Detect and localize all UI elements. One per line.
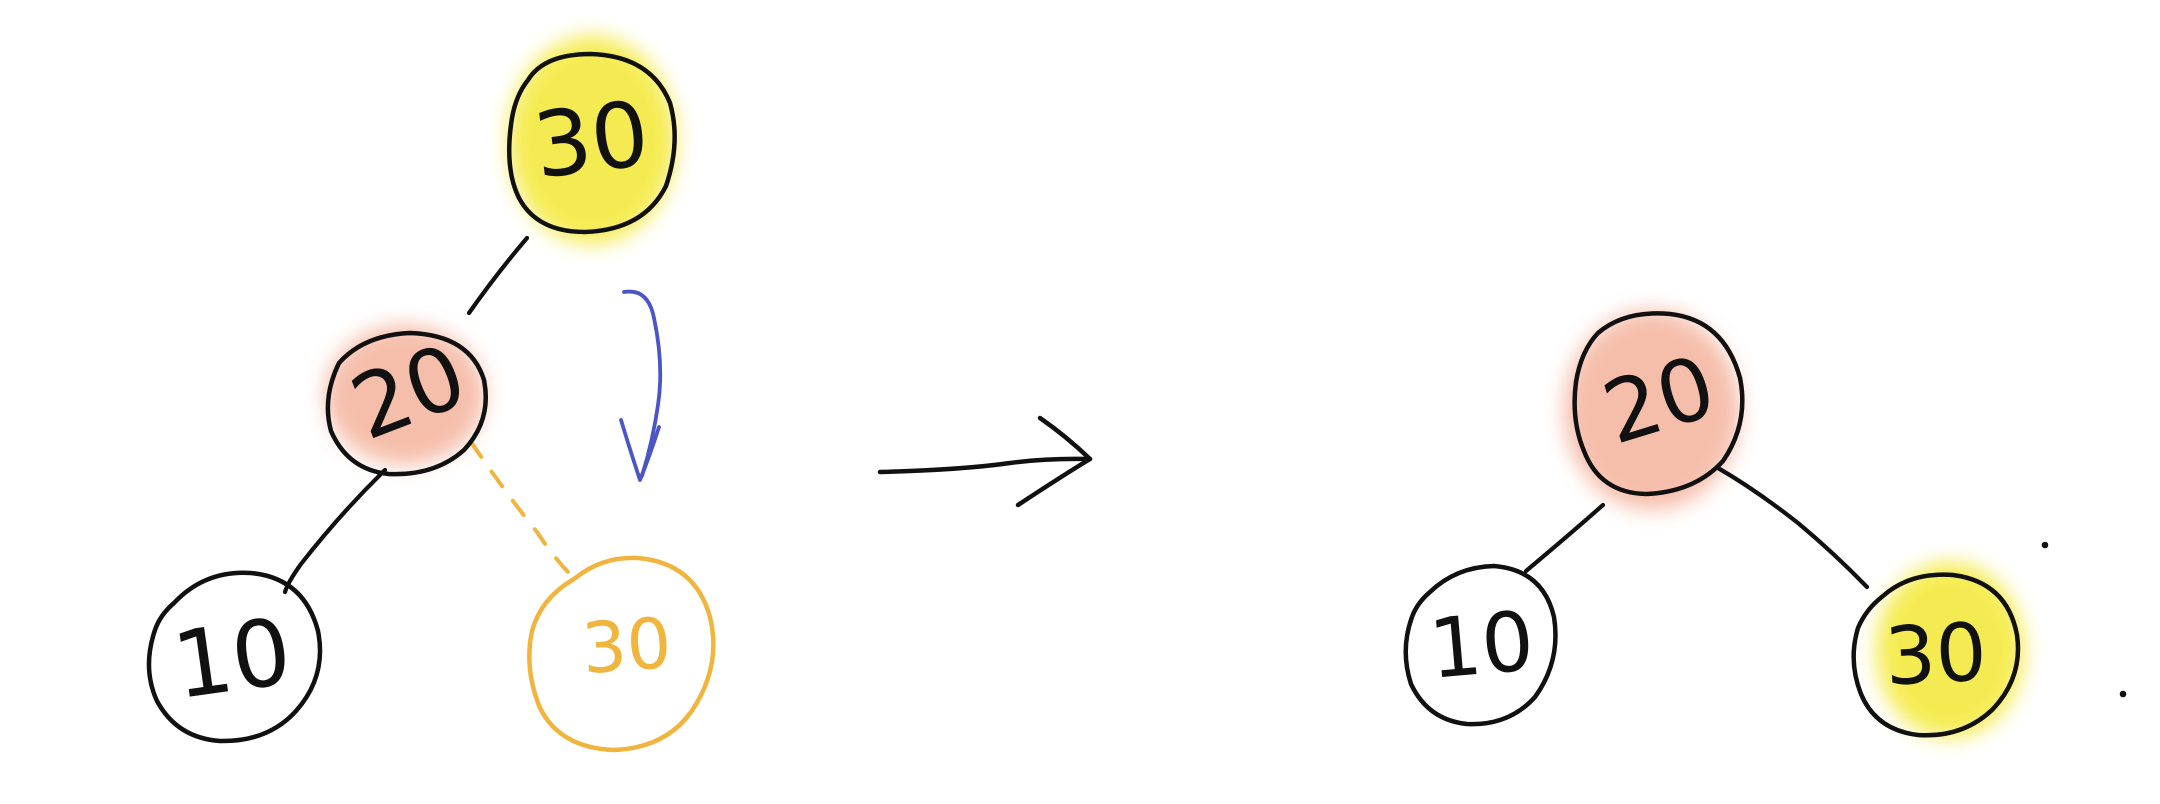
- stray-dot-upper: [2041, 541, 2049, 549]
- before-moved-label: 30: [579, 602, 674, 690]
- stray-dot-lower: [2119, 690, 2127, 698]
- before-root-label: 30: [528, 81, 654, 199]
- before-moved-node: [527, 555, 716, 753]
- before-tree: 30 20 10 30: [146, 36, 716, 753]
- rotation-arrow-head-icon: [619, 418, 661, 482]
- after-right-node: [1851, 572, 2021, 738]
- after-root-highlight: [1564, 310, 1740, 510]
- after-edge-root-left: [1523, 502, 1606, 574]
- after-left-label: 10: [1425, 594, 1537, 698]
- after-right-highlight: [1876, 562, 2024, 738]
- transformation-arrow-head-icon: [1015, 415, 1093, 508]
- before-left-node: [146, 570, 323, 744]
- after-tree: 20 10 30: [1403, 310, 2024, 738]
- before-edge-root-middle: [466, 235, 530, 316]
- transformation-arrow: [877, 415, 1093, 508]
- before-root-node: [507, 51, 677, 235]
- after-left-node: [1403, 563, 1558, 727]
- before-dashed-move-edge: [469, 440, 570, 574]
- after-edge-root-right: [1715, 465, 1870, 590]
- after-root-node: [1572, 311, 1745, 497]
- before-middle-node: [325, 330, 489, 477]
- after-right-label: 30: [1882, 605, 1989, 703]
- transformation-arrow-line: [877, 456, 1093, 475]
- before-left-label: 10: [167, 598, 298, 720]
- before-middle-highlight: [325, 325, 485, 465]
- before-edge-middle-left: [282, 467, 388, 595]
- before-root-highlight: [508, 36, 676, 244]
- rotation-arrow-icon: [622, 289, 663, 478]
